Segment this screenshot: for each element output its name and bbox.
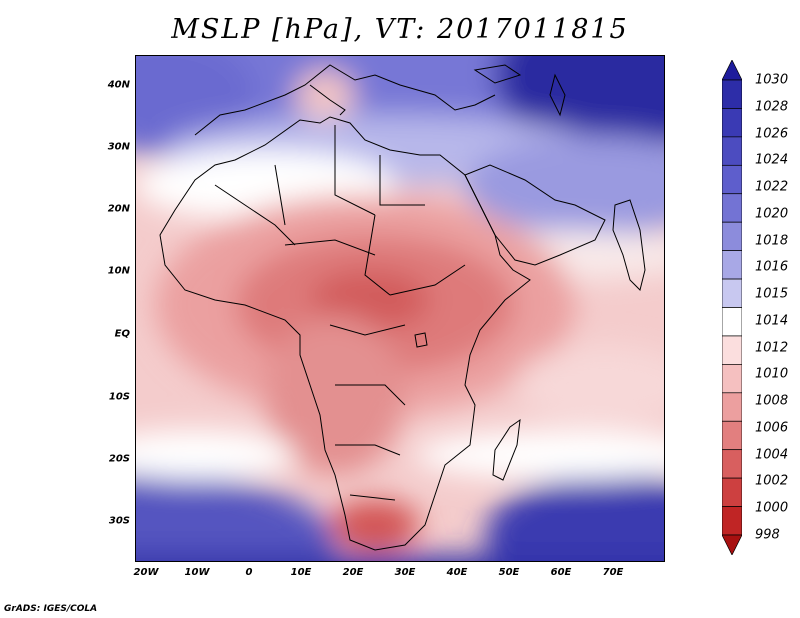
legend-arrow-top — [722, 60, 742, 81]
legend-label: 1028 — [755, 99, 789, 115]
legend-label: 1020 — [755, 206, 789, 222]
color-legend — [722, 60, 742, 555]
legend-swatch — [722, 250, 742, 280]
lon-label: 50E — [498, 567, 520, 578]
lat-label: 30N — [107, 141, 130, 153]
coastlines — [159, 64, 646, 551]
legend-label: 1008 — [755, 393, 789, 409]
legend-label: 1004 — [755, 447, 789, 463]
legend-swatch — [722, 392, 742, 422]
legend-swatch — [722, 477, 742, 507]
lat-label: 30S — [108, 515, 130, 527]
legend-label: 1015 — [755, 286, 789, 302]
legend-swatch — [722, 221, 742, 251]
lon-label: 10E — [290, 567, 312, 578]
lon-label: 10W — [184, 567, 210, 578]
lat-label: 40N — [107, 79, 130, 91]
legend-swatch — [722, 164, 742, 195]
lon-label: 70E — [602, 567, 624, 578]
chart-title: MSLP [hPa], VT: 2017011815 — [171, 14, 629, 45]
legend-label: 1018 — [755, 233, 789, 249]
legend-label: 1024 — [755, 152, 789, 168]
legend-label: 1010 — [755, 366, 789, 382]
lon-label: 0 — [245, 567, 253, 578]
credit-text: GrADS: IGES/COLA — [4, 604, 98, 614]
legend-label: 1000 — [755, 500, 789, 516]
legend-label: 998 — [755, 527, 780, 543]
legend-swatch — [722, 420, 742, 451]
legend-swatch — [722, 335, 742, 365]
legend-swatch — [722, 307, 742, 337]
legend-swatch — [722, 79, 742, 109]
legend-swatch — [722, 108, 742, 138]
legend-arrow-bottom — [722, 534, 742, 555]
lon-label: 20E — [342, 567, 364, 578]
legend-swatch — [722, 136, 742, 166]
legend-label: 1012 — [755, 340, 789, 356]
legend-swatch — [722, 506, 742, 536]
legend-label: 1030 — [755, 72, 789, 88]
lat-label: 20S — [108, 453, 130, 465]
pressure-map — [135, 55, 665, 562]
lat-label: 10S — [108, 391, 130, 403]
lon-label: 60E — [550, 567, 572, 578]
legend-label: 1006 — [755, 420, 789, 436]
legend-label: 1026 — [755, 126, 789, 142]
pressure-field — [135, 55, 665, 562]
legend-label: 1022 — [755, 179, 789, 195]
lat-label: EQ — [114, 328, 130, 340]
lon-label: 30E — [394, 567, 416, 578]
lon-label: 20W — [133, 567, 159, 578]
lat-label: 20N — [107, 203, 130, 215]
legend-label: 1014 — [755, 313, 789, 329]
legend-swatch — [722, 193, 742, 223]
legend-swatch — [722, 278, 742, 308]
lat-label: 10N — [107, 265, 130, 277]
lon-label: 40E — [446, 567, 468, 578]
legend-label: 1002 — [755, 473, 789, 489]
legend-label: 1016 — [755, 259, 789, 275]
legend-swatch — [722, 449, 742, 479]
legend-swatch — [722, 364, 742, 394]
